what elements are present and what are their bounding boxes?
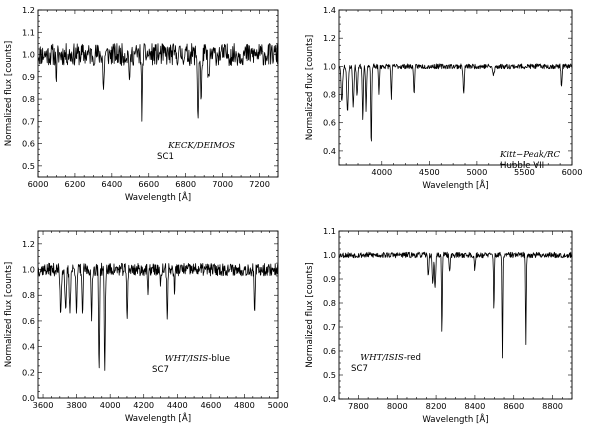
object-name: SC1: [157, 152, 174, 162]
instrument-name: WHT/ISIS: [360, 353, 404, 363]
instrument-name: KECK/DEIMOS: [167, 141, 235, 151]
spectrum-line: [37, 262, 279, 371]
y-axis-label: Normalized flux [counts]: [305, 262, 315, 368]
x-tick-label: 6600: [138, 179, 159, 189]
x-tick-label: 8400: [464, 401, 485, 411]
y-tick-label: 0.5: [323, 370, 336, 380]
y-tick-label: 1.0: [323, 250, 336, 260]
x-tick-label: 4800: [234, 400, 255, 410]
y-tick-label: 1.0: [323, 61, 336, 71]
x-tick-label: 8000: [387, 401, 408, 411]
y-tick-label: 0.7: [22, 116, 35, 126]
instrument-annotation: KECK/DEIMOS: [167, 141, 235, 151]
y-tick-label: 1.2: [323, 33, 336, 43]
x-tick-label: 8200: [426, 401, 447, 411]
y-tick-label: 0.2: [22, 367, 35, 377]
x-tick-label: 3600: [33, 400, 54, 410]
spectrum-line: [338, 251, 573, 359]
y-axis-label: Normalized flux [counts]: [4, 262, 14, 368]
object-name: SC7: [351, 364, 368, 374]
y-axis-label: Normalized flux [counts]: [4, 41, 14, 147]
instrument-arm: -red: [404, 353, 421, 363]
x-tick-label: 8600: [503, 401, 524, 411]
y-tick-label: 1.0: [22, 50, 35, 60]
y-tick-label: 0.4: [323, 146, 336, 156]
y-tick-label: 0.4: [323, 394, 336, 404]
y-tick-label: 0.6: [22, 139, 35, 149]
x-tick-label: 7000: [212, 179, 233, 189]
y-tick-label: 0.5: [22, 161, 35, 171]
x-tick-label: 3800: [66, 400, 87, 410]
instrument-annotation: WHT/ISIS-blue: [165, 354, 230, 364]
x-tick-label: 5000: [268, 400, 289, 410]
x-tick-label: 4200: [133, 400, 154, 410]
y-tick-label: 0.6: [323, 346, 336, 356]
y-tick-label: 1.1: [323, 226, 336, 236]
x-tick-label: 6200: [65, 179, 86, 189]
x-axis-label: Wavelength [Å]: [422, 179, 488, 191]
instrument-arm: -blue: [208, 354, 230, 364]
instrument-annotation: Kitt−Peak/RC: [499, 150, 560, 160]
y-tick-label: 0.8: [323, 298, 336, 308]
x-tick-label: 4400: [167, 400, 188, 410]
x-tick-label: 6800: [175, 179, 196, 189]
spectrum-line: [37, 43, 279, 122]
x-tick-label: 7800: [348, 401, 369, 411]
x-tick-label: 7200: [249, 179, 270, 189]
y-tick-label: 0.7: [323, 322, 336, 332]
y-tick-label: 0.8: [323, 90, 336, 100]
y-tick-label: 0.6: [22, 316, 35, 326]
object-name: Hubble VII: [500, 161, 544, 171]
y-tick-label: 0.8: [22, 94, 35, 104]
panel-3: 3600 3800 4000 4200 4400 4600 4800 5000 0.0 0.2 0.…: [4, 230, 289, 424]
x-tick-label: 6400: [101, 179, 122, 189]
panel-2: 4000 4500 5000 5500 6000 0.4 0.6 0.8 1.0 1.2 1.4 Wa…: [305, 5, 582, 191]
y-tick-label: 0.4: [22, 342, 35, 352]
object-name: SC7: [152, 365, 169, 375]
x-tick-label: 4000: [100, 400, 121, 410]
x-tick-label: 5500: [514, 167, 535, 177]
instrument-annotation: WHT/ISIS-red: [360, 353, 421, 363]
panel-4: 7800 8000 8200 8400 8600 8800 0.4 0.5 0.6 0.7 0.8 0…: [305, 226, 573, 425]
x-tick-label: 6000: [28, 179, 49, 189]
x-tick-label: 5000: [466, 167, 487, 177]
y-tick-label: 1.2: [22, 5, 35, 15]
y-tick-label: 0.9: [323, 274, 336, 284]
x-axis-label: Wavelength [Å]: [422, 413, 488, 425]
panel-1: 6000 6200 6400 6600 6800 7000 7200 0.5 0.6 0.7 0.8…: [4, 5, 279, 203]
y-axis-label: Normalized flux [counts]: [305, 35, 315, 141]
x-tick-label: 8800: [542, 401, 563, 411]
plot-frame: [338, 9, 573, 166]
x-axis-label: Wavelength [Å]: [125, 191, 191, 203]
x-axis-label: Wavelength [Å]: [125, 412, 191, 424]
x-tick-label: 4600: [200, 400, 221, 410]
y-tick-label: 1.1: [22, 27, 35, 37]
y-tick-label: 0.0: [22, 393, 35, 403]
x-tick-label: 4000: [371, 167, 392, 177]
x-tick-label: 6000: [562, 167, 583, 177]
instrument-name: Kitt−Peak/RC: [499, 150, 560, 160]
y-tick-label: 1.0: [22, 265, 35, 275]
spectrum-line: [338, 63, 573, 142]
y-tick-label: 0.9: [22, 72, 35, 82]
y-tick-label: 0.8: [22, 290, 35, 300]
x-tick-label: 4500: [419, 167, 440, 177]
y-tick-label: 1.4: [323, 5, 336, 15]
instrument-name: WHT/ISIS: [165, 354, 209, 364]
y-tick-label: 1.2: [22, 239, 35, 249]
y-tick-label: 0.6: [323, 118, 336, 128]
